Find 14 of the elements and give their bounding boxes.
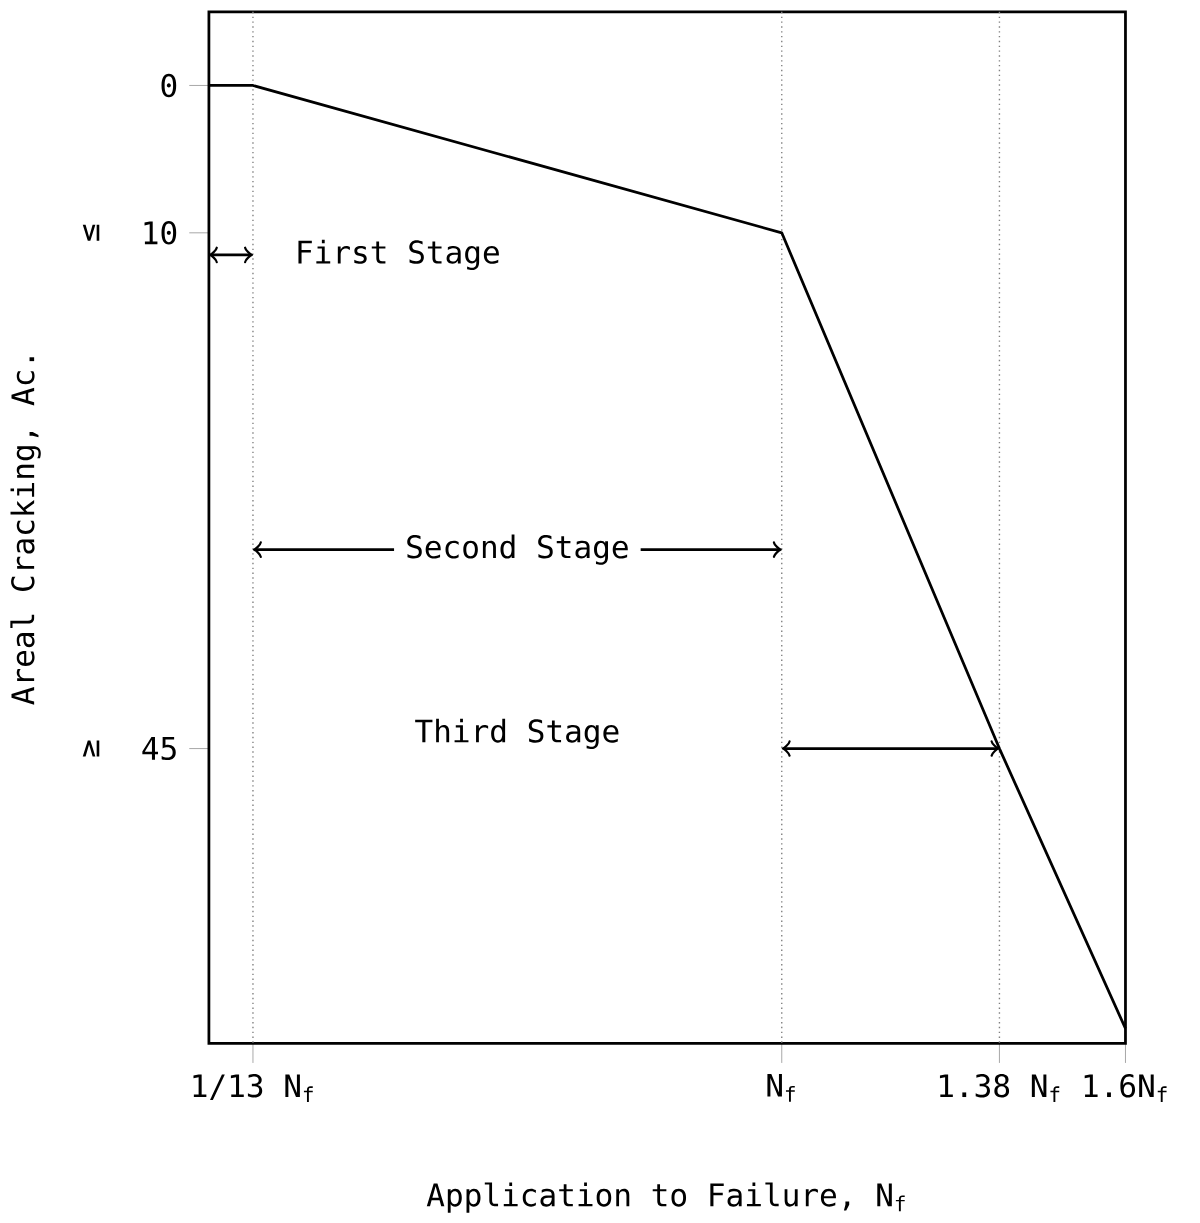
x-tick-label: 1.38 N$_{f}$ [939, 1073, 1060, 1103]
annotation: Second Stage [407, 534, 628, 565]
annotation: Third Stage [415, 718, 619, 749]
text: ≥ [82, 740, 100, 757]
y-tick-label: 10 [144, 221, 177, 245]
x-tick-label: 1/13 N$_{f}$ [193, 1073, 313, 1103]
y-axis-title: Areal Cracking, Ac. [10, 357, 41, 705]
y-tick-label: 45 [142, 737, 176, 761]
x-tick-label: 1.6N$_{f}$ [1084, 1073, 1167, 1103]
text: ≤ [82, 224, 100, 241]
annotation: First Stage [298, 239, 499, 271]
y-tick-label: 0 [161, 73, 177, 98]
x-tick-label: N$_{f}$ [767, 1073, 795, 1102]
x-axis-title: Application to Failure, N$_{f}$ [426, 1182, 905, 1213]
